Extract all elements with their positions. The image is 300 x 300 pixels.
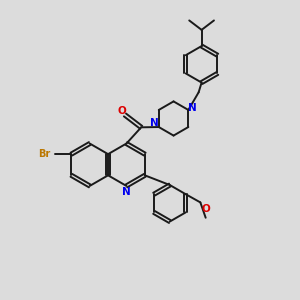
Text: N: N [122, 188, 131, 197]
Text: N: N [150, 118, 159, 128]
Text: Br: Br [38, 149, 51, 159]
Text: O: O [117, 106, 126, 116]
Text: O: O [201, 204, 210, 214]
Text: N: N [188, 103, 197, 112]
